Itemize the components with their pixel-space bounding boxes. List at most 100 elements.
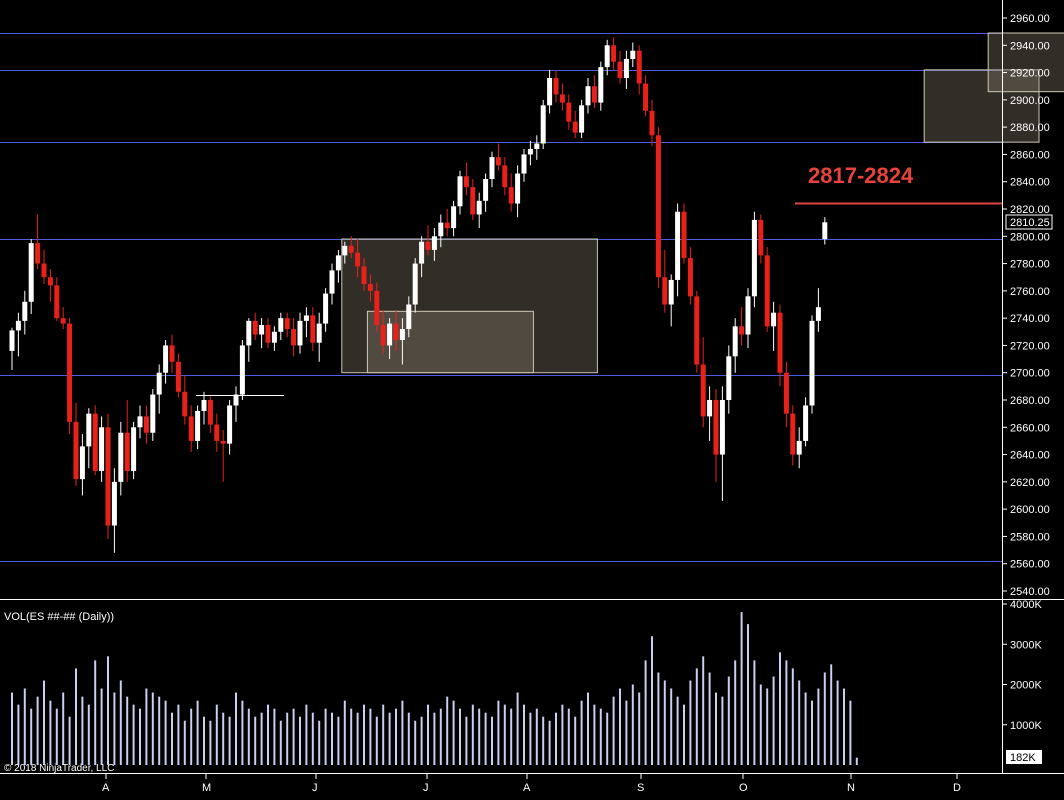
candle-up (457, 176, 463, 207)
price-tick-label: 2660.00 (1010, 422, 1050, 434)
time-tick-label: O (739, 782, 748, 794)
candle-up (451, 206, 457, 229)
consolidation-zone (341, 238, 598, 374)
price-tick-label: 2940.00 (1010, 40, 1050, 52)
candle-down (60, 318, 66, 324)
time-tick-label: J (312, 782, 318, 794)
candle-up (419, 241, 425, 264)
candle-up (521, 154, 527, 174)
price-tick-label: 2860.00 (1010, 149, 1050, 161)
price-tick-label: 2780.00 (1010, 259, 1050, 271)
candle-up (438, 222, 444, 237)
time-tick-label: A (523, 782, 531, 794)
price-tick-label: 2600.00 (1010, 504, 1050, 516)
candle-up (803, 405, 809, 441)
candle-down (463, 176, 469, 188)
candle-down (143, 416, 149, 433)
candle-down (611, 45, 617, 62)
candle-up (303, 315, 309, 321)
candle-down (777, 312, 783, 373)
consolidation-zones (341, 32, 1064, 374)
candle-down (655, 135, 661, 278)
time-tick-label: D (953, 782, 961, 794)
candle-up (732, 326, 738, 357)
price-tick-label: 2640.00 (1010, 450, 1050, 462)
candle-up (822, 222, 828, 240)
candle-down (636, 50, 642, 84)
candle-up (726, 356, 732, 400)
candle-down (47, 277, 53, 286)
candle-down (214, 424, 220, 441)
candle-up (163, 345, 169, 373)
candle-down (67, 323, 73, 422)
consolidation-zone (366, 310, 534, 374)
candle-down (73, 421, 79, 480)
candle-down (502, 165, 508, 188)
candle-up (412, 263, 418, 305)
price-axis-ticks: 2960.00 2940.00 2920.00 2900.00 2880.00 2860.… (1002, 13, 1050, 598)
volume-tick-label: 4000K (1010, 599, 1042, 611)
candle-up (489, 157, 495, 179)
candle-down (367, 284, 373, 291)
candle-down (617, 61, 623, 79)
candle-down (380, 324, 386, 346)
price-tick-label: 2720.00 (1010, 340, 1050, 352)
candle-up (323, 293, 329, 324)
candle-down (739, 326, 745, 335)
candle-down (220, 440, 226, 444)
candle-down (643, 83, 649, 111)
price-tick-label: 2960.00 (1010, 13, 1050, 25)
price-tick-label: 2740.00 (1010, 313, 1050, 325)
candle-up (329, 270, 335, 294)
candle-up (271, 331, 277, 343)
time-tick-label: A (102, 782, 110, 794)
candle-down (662, 277, 668, 305)
candle-up (527, 148, 533, 155)
candle-up (239, 345, 245, 395)
candle-up (79, 446, 85, 480)
candle-up (335, 255, 341, 271)
candle-up (540, 105, 546, 144)
time-tick-label: N (847, 782, 855, 794)
candle-up (9, 330, 15, 351)
volume-tick-label: 3000K (1010, 639, 1042, 651)
candle-down (495, 157, 501, 166)
candle-up (809, 320, 815, 406)
candle-down (310, 315, 316, 343)
candle-up (515, 173, 521, 204)
price-tick-label: 2620.00 (1010, 477, 1050, 489)
price-tick-label: 2800.00 (1010, 231, 1050, 243)
candle-up (675, 211, 681, 280)
candle-down (553, 78, 559, 95)
candle-down (105, 427, 111, 526)
price-tick-label: 2880.00 (1010, 122, 1050, 134)
candle-down (35, 243, 41, 264)
price-tick-label: 2760.00 (1010, 286, 1050, 298)
candle-up (227, 405, 233, 444)
candle-up (534, 143, 540, 149)
candle-up (745, 296, 751, 335)
last-volume-badge (1006, 750, 1042, 764)
candle-down (508, 187, 514, 204)
price-tick-label: 2540.00 (1010, 586, 1050, 598)
candle-down (207, 400, 213, 425)
candle-up (111, 481, 117, 526)
candle-down (265, 324, 271, 343)
candle-up (630, 50, 636, 59)
candle-down (764, 255, 770, 327)
candle-up (483, 178, 489, 201)
last-price-label: 2810.25 (1010, 217, 1050, 229)
candle-up (598, 67, 604, 103)
candle-up (259, 324, 265, 335)
candle-up (278, 318, 284, 332)
candle-up (707, 400, 713, 417)
candle-down (348, 245, 354, 253)
candle-down (591, 86, 597, 103)
candle-down (175, 361, 181, 392)
candle-up (86, 413, 92, 447)
candle-down (783, 372, 789, 414)
volume-panel-title: VOL(ES ##-## (Daily)) (4, 611, 114, 623)
price-tick-label: 2680.00 (1010, 395, 1050, 407)
candle-up (233, 394, 239, 406)
